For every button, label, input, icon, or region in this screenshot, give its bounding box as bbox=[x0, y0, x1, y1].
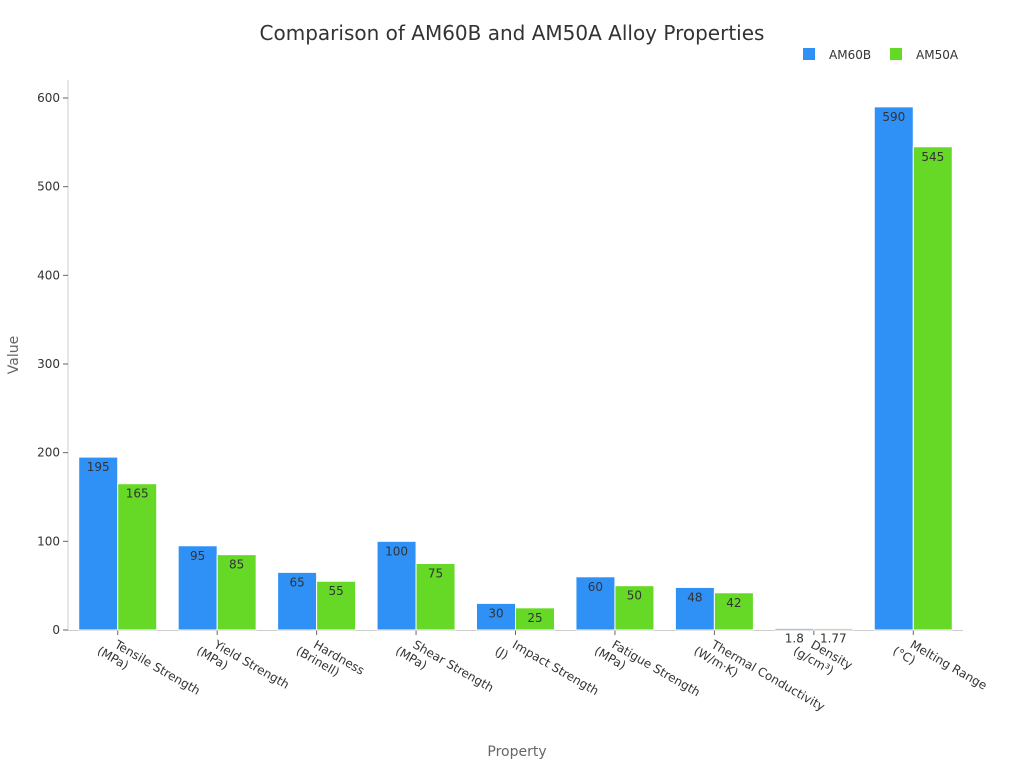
legend-swatch-am50a bbox=[890, 48, 902, 60]
legend-swatch-am60b bbox=[803, 48, 815, 60]
x-tick-label: Thermal Conductivity(W/m·K) bbox=[691, 631, 827, 726]
bar-am50a bbox=[117, 483, 158, 631]
bar-value-label: 195 bbox=[87, 460, 110, 474]
bar-am60b bbox=[376, 540, 417, 631]
bar-value-label: 65 bbox=[289, 575, 304, 589]
y-tick-label: 0 bbox=[52, 623, 60, 637]
bar-am50a bbox=[713, 592, 754, 631]
bar-am60b bbox=[575, 576, 616, 631]
x-tick-label-text: Melting Range(°C) bbox=[890, 631, 989, 704]
bar-value-label: 1.77 bbox=[820, 631, 847, 645]
bar-am50a bbox=[813, 627, 854, 631]
bar-am50a bbox=[316, 580, 357, 631]
y-tick-label: 200 bbox=[37, 446, 60, 460]
x-tick-label-line: Impact Strength bbox=[510, 637, 601, 698]
legend-label: AM60B bbox=[829, 48, 871, 62]
bar-am60b bbox=[476, 602, 516, 631]
bar-value-label: 1.8 bbox=[785, 631, 804, 645]
x-tick-label-text: Fatigue Strength(MPa) bbox=[592, 631, 703, 711]
x-tick-label: Melting Range(°C) bbox=[890, 631, 989, 704]
bar-value-label: 48 bbox=[687, 590, 702, 604]
bar-value-label: 95 bbox=[190, 549, 205, 563]
bar-am60b bbox=[177, 545, 218, 631]
bar-am50a bbox=[216, 554, 257, 631]
bar-am60b bbox=[674, 586, 715, 631]
y-axis-label: Value bbox=[6, 336, 22, 374]
y-tick-label: 600 bbox=[37, 91, 60, 105]
bar-value-label: 30 bbox=[488, 606, 503, 620]
x-tick-label: Impact Strength(J) bbox=[493, 631, 602, 710]
y-tick-label: 300 bbox=[37, 357, 60, 371]
bar-value-label: 42 bbox=[726, 596, 741, 610]
chart-title: Comparison of AM60B and AM50A Alloy Prop… bbox=[260, 21, 765, 45]
x-tick-label: Tensile Strength(MPa) bbox=[95, 631, 203, 709]
bar-am60b bbox=[277, 571, 318, 631]
x-tick-label: Shear Strength(MPa) bbox=[393, 631, 496, 707]
bar-am60b bbox=[774, 627, 815, 631]
bar-value-label: 165 bbox=[126, 487, 149, 501]
bar-value-label: 25 bbox=[527, 611, 542, 625]
bar-value-label: 590 bbox=[882, 110, 905, 124]
bar-am60b bbox=[78, 456, 119, 631]
y-tick-label: 500 bbox=[37, 180, 60, 194]
x-tick-label: Hardness(Brinell) bbox=[294, 631, 367, 689]
y-tick-label: 400 bbox=[37, 268, 60, 282]
x-tick-label-text: Shear Strength(MPa) bbox=[393, 631, 496, 707]
x-tick-label-text: Thermal Conductivity(W/m·K) bbox=[691, 631, 827, 726]
x-tick-label-text: Tensile Strength(MPa) bbox=[95, 631, 203, 709]
bar-value-label: 50 bbox=[627, 589, 642, 603]
bar-am50a bbox=[614, 585, 655, 631]
legend: AM60B AM50A bbox=[803, 48, 959, 62]
bar-value-label: 100 bbox=[385, 544, 408, 558]
legend-label: AM50A bbox=[916, 48, 959, 62]
x-axis-label: Property bbox=[487, 744, 546, 760]
x-tick-label-text: Impact Strength(J) bbox=[493, 631, 602, 710]
bar-am60b bbox=[873, 106, 914, 631]
bar-am50a bbox=[415, 563, 456, 631]
bar-value-label: 60 bbox=[588, 580, 603, 594]
x-tick-label: Yield Strength(MPa) bbox=[194, 631, 291, 703]
x-tick-label-text: Hardness(Brinell) bbox=[294, 631, 367, 689]
x-tick-label-line: Melting Range bbox=[908, 637, 990, 692]
x-tick-label-line: (J) bbox=[493, 644, 511, 663]
bar-value-label: 85 bbox=[229, 558, 244, 572]
y-tick-label: 100 bbox=[37, 534, 60, 548]
bar-am50a bbox=[912, 146, 953, 631]
x-tick-label: Fatigue Strength(MPa) bbox=[592, 631, 703, 711]
bar-value-label: 75 bbox=[428, 567, 443, 581]
bar-value-label: 545 bbox=[921, 150, 944, 164]
bar-am50a bbox=[515, 607, 555, 631]
bar-value-label: 55 bbox=[328, 584, 343, 598]
x-tick-label-text: Yield Strength(MPa) bbox=[194, 631, 291, 703]
